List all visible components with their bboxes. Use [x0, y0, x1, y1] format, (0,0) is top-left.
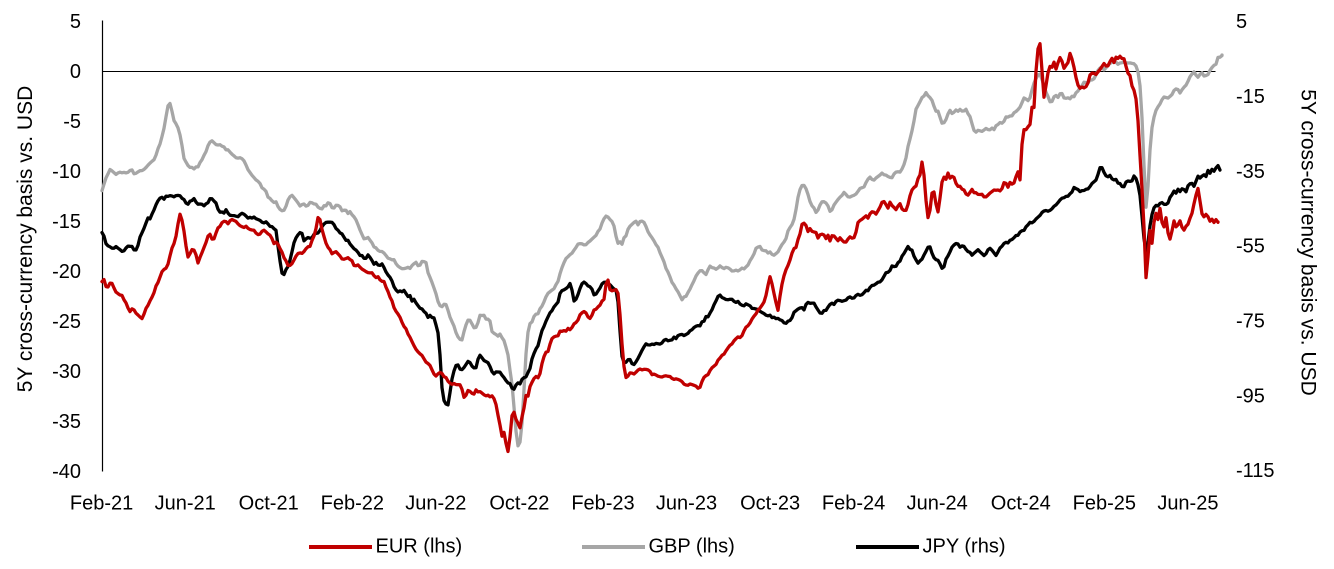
svg-text:5Y cross-currency basis vs. US: 5Y cross-currency basis vs. USD — [1297, 89, 1320, 396]
svg-text:-20: -20 — [52, 261, 81, 283]
svg-text:Oct-21: Oct-21 — [239, 493, 299, 515]
svg-text:5: 5 — [70, 11, 81, 33]
svg-text:Feb-24: Feb-24 — [822, 493, 885, 515]
svg-text:EUR (lhs): EUR (lhs) — [376, 536, 463, 558]
svg-text:Jun-21: Jun-21 — [155, 493, 216, 515]
svg-text:JPY (rhs): JPY (rhs) — [923, 536, 1006, 558]
svg-text:-15: -15 — [1236, 86, 1265, 108]
svg-text:-55: -55 — [1236, 236, 1265, 258]
svg-text:5: 5 — [1236, 11, 1247, 33]
svg-text:Feb-25: Feb-25 — [1073, 493, 1136, 515]
svg-text:-40: -40 — [52, 461, 81, 483]
svg-text:Oct-24: Oct-24 — [991, 493, 1051, 515]
svg-text:-30: -30 — [52, 361, 81, 383]
svg-text:Jun-24: Jun-24 — [907, 493, 968, 515]
svg-text:-95: -95 — [1236, 385, 1265, 407]
svg-text:GBP (lhs): GBP (lhs) — [649, 536, 735, 558]
svg-text:-115: -115 — [1236, 460, 1275, 482]
svg-text:-75: -75 — [1236, 311, 1265, 333]
svg-text:-35: -35 — [52, 411, 81, 433]
svg-text:Oct-23: Oct-23 — [740, 493, 800, 515]
svg-text:5Y cross-currency basis vs. US: 5Y cross-currency basis vs. USD — [14, 86, 37, 393]
svg-text:Feb-21: Feb-21 — [70, 493, 133, 515]
svg-text:Jun-23: Jun-23 — [656, 493, 717, 515]
svg-text:-5: -5 — [63, 111, 81, 133]
svg-text:-10: -10 — [52, 161, 81, 183]
svg-text:Feb-22: Feb-22 — [321, 493, 384, 515]
svg-text:Oct-22: Oct-22 — [489, 493, 549, 515]
svg-text:Jun-25: Jun-25 — [1157, 493, 1218, 515]
svg-text:Jun-22: Jun-22 — [405, 493, 466, 515]
svg-text:-25: -25 — [52, 311, 81, 333]
svg-text:Feb-23: Feb-23 — [571, 493, 634, 515]
svg-text:0: 0 — [70, 61, 81, 83]
svg-text:-35: -35 — [1236, 161, 1265, 183]
svg-text:-15: -15 — [52, 211, 81, 233]
